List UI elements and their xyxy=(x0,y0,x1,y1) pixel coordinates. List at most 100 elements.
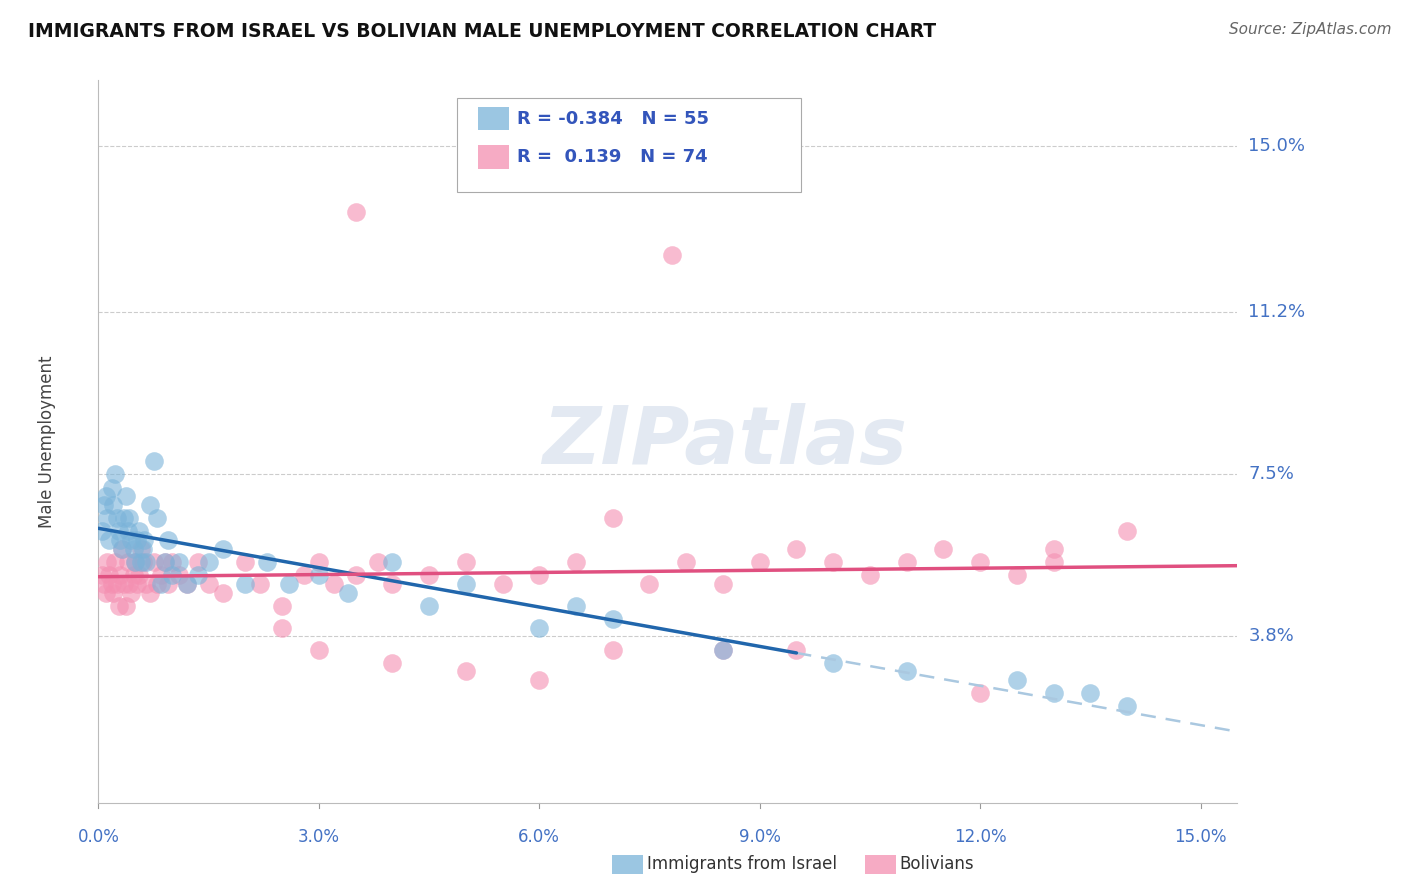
Point xyxy=(1042,686,1064,700)
Point xyxy=(344,204,367,219)
Point xyxy=(271,621,294,635)
Point xyxy=(128,568,150,582)
Point xyxy=(278,577,301,591)
Point xyxy=(98,533,121,547)
Point xyxy=(124,555,146,569)
Point xyxy=(167,555,190,569)
Point xyxy=(785,541,807,556)
Point xyxy=(529,568,551,582)
Point xyxy=(711,642,734,657)
Point xyxy=(235,577,257,591)
Point xyxy=(108,599,131,613)
Point xyxy=(110,568,132,582)
Text: 11.2%: 11.2% xyxy=(1249,303,1306,321)
Point xyxy=(491,577,513,591)
Point xyxy=(602,511,624,525)
Point xyxy=(142,555,165,569)
Point xyxy=(1042,555,1064,569)
Point xyxy=(308,555,330,569)
Point xyxy=(121,533,143,547)
Point xyxy=(308,642,330,657)
Point xyxy=(112,577,135,591)
Point xyxy=(1116,524,1139,539)
Point xyxy=(529,621,551,635)
Point xyxy=(100,577,122,591)
Point xyxy=(122,568,145,582)
Point xyxy=(381,577,404,591)
Point xyxy=(187,568,209,582)
Text: ZIPatlas: ZIPatlas xyxy=(543,402,907,481)
Point xyxy=(103,467,125,482)
Text: 15.0%: 15.0% xyxy=(1249,137,1305,155)
Point xyxy=(93,498,115,512)
Point xyxy=(529,673,551,688)
Point xyxy=(454,555,477,569)
Point xyxy=(661,248,683,262)
Point xyxy=(381,656,404,670)
Point xyxy=(129,555,152,569)
Point xyxy=(139,585,162,599)
Point xyxy=(271,599,294,613)
Point xyxy=(157,533,180,547)
Point xyxy=(367,555,389,569)
Point xyxy=(167,568,190,582)
Text: 0.0%: 0.0% xyxy=(77,828,120,846)
Text: Immigrants from Israel: Immigrants from Israel xyxy=(647,855,837,873)
Text: 3.8%: 3.8% xyxy=(1249,627,1294,646)
Point xyxy=(823,555,845,569)
Point xyxy=(256,555,278,569)
Point xyxy=(381,555,404,569)
Point xyxy=(100,481,122,495)
Point xyxy=(418,568,440,582)
Point xyxy=(454,665,477,679)
Point xyxy=(748,555,770,569)
Point xyxy=(115,489,138,503)
Point xyxy=(105,577,128,591)
Point xyxy=(91,568,114,582)
Point xyxy=(96,511,118,525)
Text: Bolivians: Bolivians xyxy=(900,855,974,873)
Point xyxy=(602,612,624,626)
Point xyxy=(153,555,176,569)
Point xyxy=(418,599,440,613)
Point xyxy=(823,656,845,670)
Point xyxy=(176,577,198,591)
Point xyxy=(454,577,477,591)
Point xyxy=(91,524,114,539)
Point xyxy=(1042,541,1064,556)
Text: R = -0.384   N = 55: R = -0.384 N = 55 xyxy=(517,110,710,128)
Text: 7.5%: 7.5% xyxy=(1249,466,1295,483)
Point xyxy=(675,555,697,569)
Text: 12.0%: 12.0% xyxy=(953,828,1007,846)
Point xyxy=(1005,673,1028,688)
Point xyxy=(565,555,588,569)
Point xyxy=(969,555,991,569)
Point xyxy=(160,568,183,582)
Point xyxy=(118,577,141,591)
Text: 3.0%: 3.0% xyxy=(298,828,340,846)
Point xyxy=(101,585,124,599)
Point xyxy=(128,524,150,539)
Text: R =  0.139   N = 74: R = 0.139 N = 74 xyxy=(517,148,709,166)
Point xyxy=(896,555,918,569)
Text: 15.0%: 15.0% xyxy=(1174,828,1227,846)
Point xyxy=(117,524,139,539)
Text: 9.0%: 9.0% xyxy=(738,828,780,846)
Point xyxy=(153,555,176,569)
Point xyxy=(129,541,152,556)
Point xyxy=(896,665,918,679)
Point xyxy=(124,555,146,569)
Point xyxy=(711,642,734,657)
Point xyxy=(187,555,209,569)
Point xyxy=(115,599,138,613)
Point xyxy=(111,541,134,556)
Point xyxy=(125,533,148,547)
Point xyxy=(122,541,145,556)
Point xyxy=(112,511,135,525)
Point xyxy=(157,577,180,591)
Point xyxy=(344,568,367,582)
Point xyxy=(111,541,134,556)
Point xyxy=(785,642,807,657)
Point xyxy=(139,498,162,512)
Point xyxy=(322,577,344,591)
